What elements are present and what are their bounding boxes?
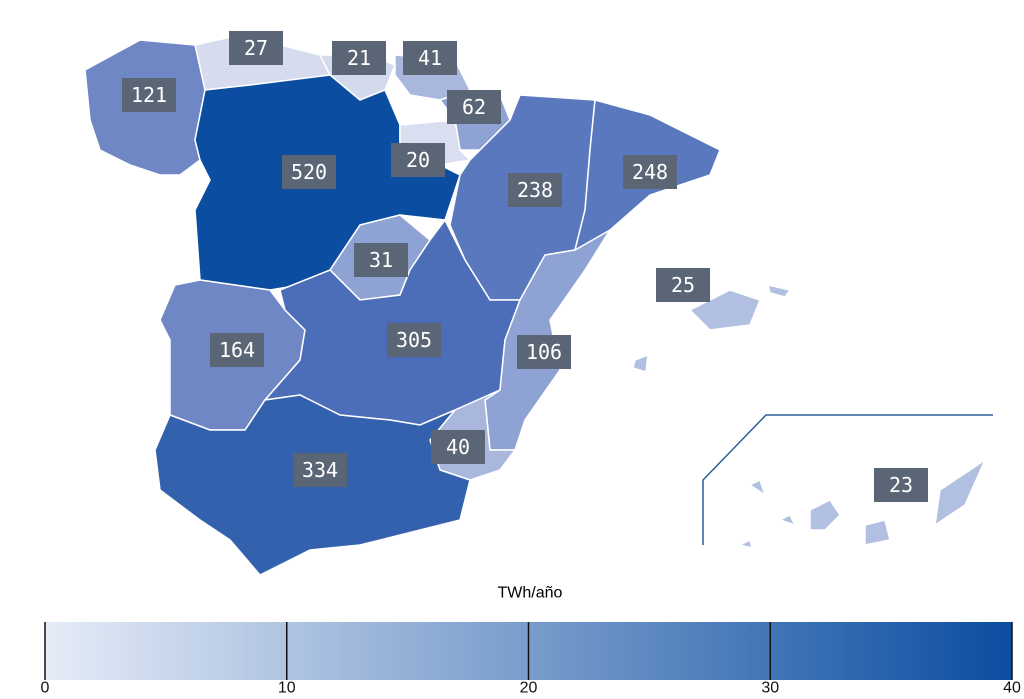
- region: [766, 283, 792, 298]
- region-value: 520: [291, 160, 327, 184]
- legend-title: TWh/año: [498, 585, 563, 602]
- label-box: [210, 333, 264, 367]
- label-box: [293, 453, 347, 487]
- region: [737, 538, 754, 550]
- canary-inset-frame: [702, 414, 993, 545]
- label-box: [656, 268, 710, 302]
- region-value: 41: [418, 46, 442, 70]
- label-box: [623, 155, 677, 189]
- legend-tick-label: 0: [41, 680, 50, 697]
- label-box: [447, 90, 501, 124]
- legend-tick-label: 30: [761, 680, 779, 697]
- legend-tick-label: 40: [1003, 680, 1021, 697]
- label-box: [354, 243, 408, 277]
- label-box: [508, 173, 562, 207]
- label-box: [517, 335, 571, 369]
- label-box: [391, 143, 445, 177]
- label-box: [874, 468, 928, 502]
- region-value: 305: [396, 328, 432, 352]
- label-box: [229, 31, 283, 65]
- region-value: 248: [632, 160, 668, 184]
- region-value: 20: [406, 148, 430, 172]
- region: [632, 353, 649, 373]
- region: [809, 499, 841, 531]
- region-value: 106: [526, 340, 562, 364]
- region-value: 62: [462, 95, 486, 119]
- label-box: [387, 323, 441, 357]
- region-value: 27: [244, 36, 268, 60]
- label-box: [403, 41, 457, 75]
- label-box: [431, 430, 485, 464]
- region-value: 23: [889, 473, 913, 497]
- region-value: 21: [347, 46, 371, 70]
- label-box: [332, 41, 386, 75]
- region-value: 164: [219, 338, 255, 362]
- region: [864, 519, 891, 546]
- region-value: 238: [517, 178, 553, 202]
- region: [748, 478, 767, 497]
- region: [934, 457, 987, 527]
- legend-tick-label: 20: [520, 680, 538, 697]
- region-value: 25: [671, 273, 695, 297]
- legend-tick-label: 10: [278, 680, 296, 697]
- label-box: [282, 155, 336, 189]
- label-box: [122, 78, 176, 112]
- region: [778, 513, 797, 527]
- region: [688, 289, 761, 331]
- region-value: 31: [369, 248, 393, 272]
- legend: 0 10 20 30 40: [41, 622, 1021, 697]
- regions: [84, 34, 987, 576]
- region-value: 334: [302, 458, 338, 482]
- region-value: 121: [131, 83, 167, 107]
- labels: 27 21 41 121 62 520 20 238 248 31 25 164 305 106 40 334…: [122, 31, 928, 502]
- region-value: 40: [446, 435, 470, 459]
